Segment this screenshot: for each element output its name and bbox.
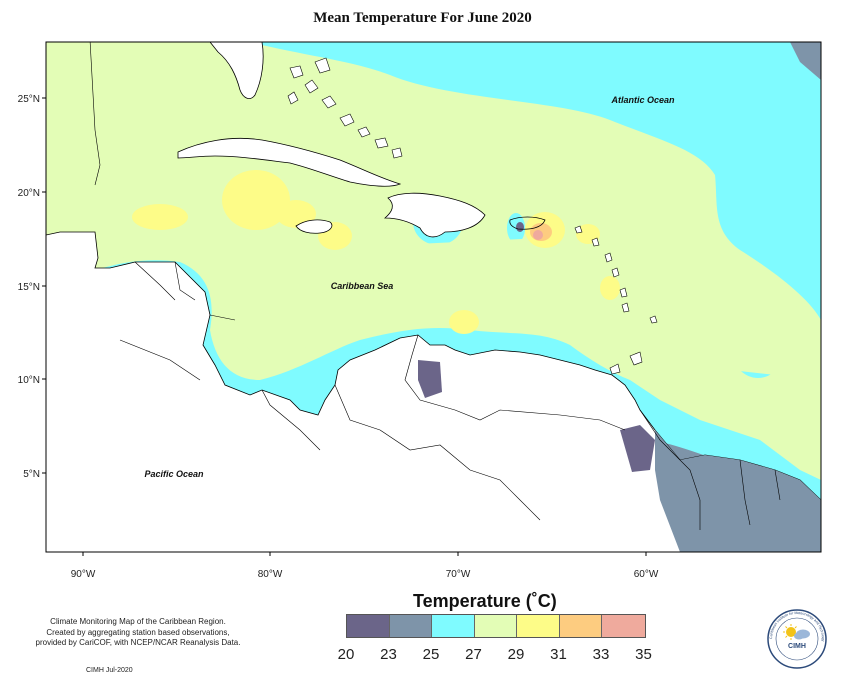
country-borders (89, 42, 781, 530)
lon-tick-80w: 80°W (258, 569, 283, 580)
lon-tick-90w: 90°W (71, 569, 96, 580)
lon-tick-70w: 70°W (446, 569, 471, 580)
legend-tick-25: 25 (422, 646, 440, 663)
legend-title: Temperature (˚C) (413, 591, 557, 611)
land-florida (209, 42, 264, 99)
credit-line: provided by CariCOF, with NCEP/NCAR Rean… (35, 638, 241, 647)
land-hispaniola (383, 192, 486, 238)
legend-swatch-31-33 (559, 615, 602, 637)
legend-tick-35: 35 (635, 646, 652, 663)
label-atlantic-ocean: Atlantic Ocean (610, 95, 675, 105)
lat-tick-20n: 20°N (18, 188, 40, 199)
patch-33-35-puertorico (533, 230, 543, 240)
cimh-logo: CIMH Caribbean Institute for Meteorology… (767, 609, 827, 669)
patch-29-31-windwards (600, 276, 620, 300)
credit-line: Created by aggregating station based obs… (46, 627, 230, 637)
legend-swatch-25-27 (432, 615, 475, 637)
label-caribbean-sea: Caribbean Sea (331, 281, 394, 291)
patch-23-25-northeast (790, 42, 821, 80)
patch-20-23-puertorico (516, 222, 524, 232)
land-lesser-antilles (574, 225, 658, 375)
map-frame (45, 41, 822, 553)
legend-tick-20: 20 (337, 646, 355, 663)
credit-line: Climate Monitoring Map of the Caribbean … (50, 617, 226, 626)
temperature-map: Atlantic Ocean Caribbean Sea Pacific Oce… (18, 41, 822, 580)
patch-29-31-caymans (222, 170, 290, 230)
map-title: Mean Temperature For June 2020 (313, 10, 532, 26)
legend-colorbar (346, 614, 646, 638)
legend-tick-33: 33 (592, 646, 610, 663)
patch-29-31-honduras (132, 204, 188, 230)
zone-27-29-interior (120, 230, 821, 380)
lat-ticks: 25°N 20°N 15°N 10°N 5°N (18, 94, 46, 480)
credit-text: Climate Monitoring Map of the Caribbean … (18, 617, 258, 649)
gulf-water (46, 42, 212, 210)
legend-swatch-33-35 (602, 615, 645, 637)
logo-text: CIMH (788, 643, 806, 650)
land-tint-23-25-guianas (655, 430, 821, 552)
legend-tick-23: 23 (380, 646, 397, 663)
land-tint-20-23-maracaibo (418, 360, 442, 398)
lon-ticks: 90°W 80°W 70°W 60°W (71, 552, 659, 580)
legend-tick-31: 31 (550, 646, 567, 663)
patch-29-31-abc (449, 310, 479, 334)
legend-swatch-20-23 (347, 615, 390, 637)
legend-swatch-23-25 (389, 615, 432, 637)
lat-tick-15n: 15°N (18, 282, 40, 293)
land-jamaica (295, 219, 333, 234)
land-puerto-rico (509, 216, 546, 230)
legend-tick-27: 27 (465, 646, 482, 663)
lat-tick-10n: 10°N (18, 375, 40, 386)
legend-tick-29: 29 (507, 646, 525, 663)
credit-stamp: CIMH Jul-2020 (86, 667, 133, 674)
cloud-icon (794, 629, 810, 640)
land-cuba (177, 137, 402, 187)
lat-tick-5n: 5°N (23, 469, 40, 480)
legend-swatch-27-29 (474, 615, 517, 637)
legend-swatch-29-31 (517, 615, 560, 637)
label-pacific-ocean: Pacific Ocean (144, 469, 204, 479)
land-bahamas (287, 57, 403, 159)
land-tint-20-23-guyana (620, 425, 655, 472)
patch-29-31-caymans-2 (276, 200, 316, 228)
lon-tick-60w: 60°W (634, 569, 659, 580)
lat-tick-25n: 25°N (18, 94, 40, 105)
map-content: Atlantic Ocean Caribbean Sea Pacific Oce… (46, 42, 821, 552)
